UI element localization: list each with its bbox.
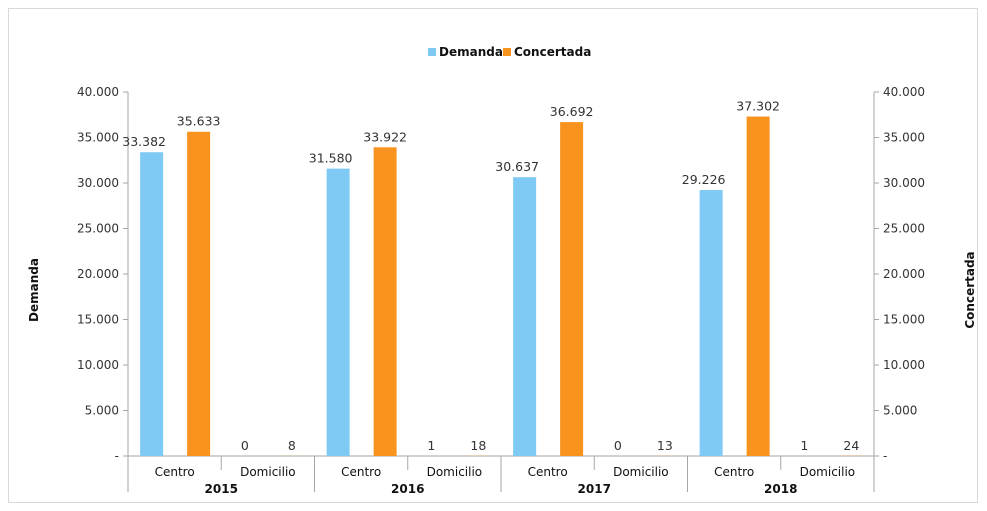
data-label: 37.302 [736, 99, 780, 114]
group-label: 2018 [764, 482, 797, 496]
data-label: 1 [427, 438, 435, 453]
bar-concertada [373, 147, 397, 456]
category-label: Domicilio [240, 465, 296, 479]
data-label: 18 [470, 438, 486, 453]
legend-swatch-concertada [503, 48, 511, 56]
legend-swatch-demanda [428, 48, 436, 56]
y2-tick-label: 5.000 [883, 404, 917, 418]
data-label: 1 [800, 438, 808, 453]
data-label: 33.922 [363, 129, 407, 144]
data-label: 8 [288, 438, 296, 453]
data-label: 24 [843, 438, 859, 453]
category-label: Domicilio [800, 465, 856, 479]
bar-concertada [560, 122, 584, 457]
group-label: 2015 [205, 482, 238, 496]
data-label: 36.692 [550, 104, 594, 119]
y2-tick-label: 20.000 [883, 267, 925, 281]
y-tick-label: 40.000 [77, 85, 119, 99]
y-tick-label: - [115, 449, 119, 463]
bar-demanda [513, 177, 537, 456]
y2-tick-label: 30.000 [883, 176, 925, 190]
data-label: 0 [241, 438, 249, 453]
legend-label-concertada: Concertada [514, 45, 591, 59]
plot-area: - - 5.000 5.000 10.000 10.000 15.000 15.000 20.0… [77, 85, 925, 496]
y2-axis-title: Concertada [963, 251, 977, 328]
y-axis-title: Demanda [27, 258, 41, 322]
y2-tick-label: 15.000 [883, 313, 925, 327]
y2-tick-label: 10.000 [883, 358, 925, 372]
legend: Demanda Concertada [428, 45, 591, 59]
y-tick-label: 30.000 [77, 176, 119, 190]
chart-frame [8, 8, 978, 503]
y-tick-label: 10.000 [77, 358, 119, 372]
y-tick-label: 20.000 [77, 267, 119, 281]
data-label: 30.637 [495, 159, 539, 174]
category-label: Domicilio [613, 465, 669, 479]
data-label: 31.580 [309, 151, 353, 166]
y2-tick-label: 35.000 [883, 131, 925, 145]
data-label: 0 [614, 438, 622, 453]
data-label: 13 [657, 438, 673, 453]
data-label: 29.226 [682, 172, 726, 187]
category-label: Centro [528, 465, 568, 479]
group-label: 2017 [578, 482, 611, 496]
category-label: Centro [155, 465, 195, 479]
group-label: 2016 [391, 482, 424, 496]
y-tick-label: 35.000 [77, 131, 119, 145]
y2-tick-label: - [883, 449, 887, 463]
y-tick-label: 5.000 [85, 404, 119, 418]
bar-demanda [326, 168, 350, 456]
bar-concertada [746, 116, 770, 456]
bar-demanda [699, 190, 723, 456]
y2-tick-label: 40.000 [883, 85, 925, 99]
bar-concertada [187, 131, 211, 457]
category-label: Domicilio [427, 465, 483, 479]
bar-demanda [140, 152, 164, 456]
category-label: Centro [714, 465, 754, 479]
data-label: 35.633 [177, 114, 221, 129]
y-tick-label: 25.000 [77, 222, 119, 236]
y-tick-label: 15.000 [77, 313, 119, 327]
legend-label-demanda: Demanda [439, 45, 503, 59]
category-label: Centro [341, 465, 381, 479]
y2-tick-label: 25.000 [883, 222, 925, 236]
data-label: 33.382 [122, 134, 166, 149]
